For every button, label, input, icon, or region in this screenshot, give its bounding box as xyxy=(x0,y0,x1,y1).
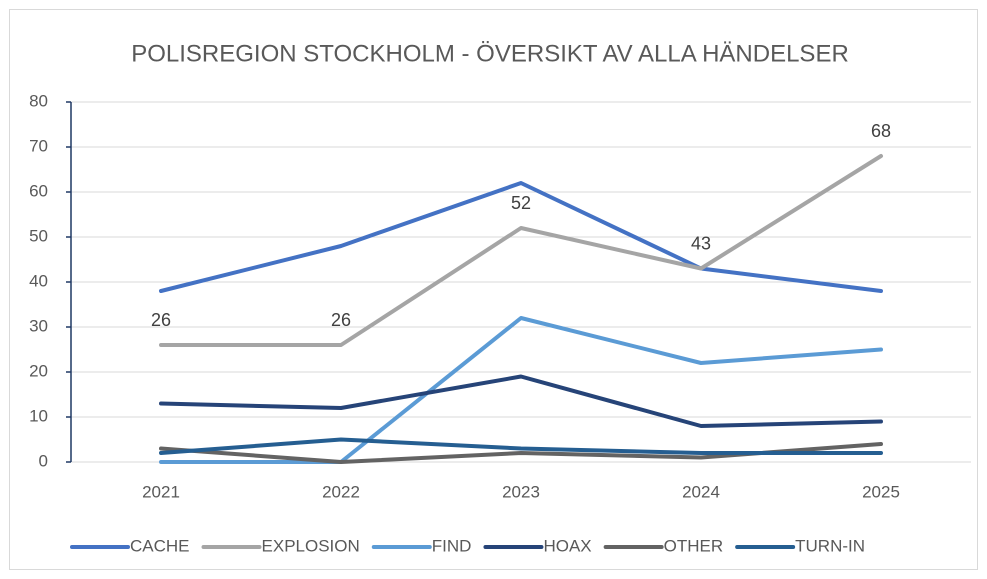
y-tick-label: 50 xyxy=(29,226,48,245)
y-tick-label: 30 xyxy=(29,316,48,335)
legend-label: OTHER xyxy=(664,536,724,555)
y-tick-label: 20 xyxy=(29,361,48,380)
x-tick-label: 2023 xyxy=(502,482,540,501)
legend-label: CACHE xyxy=(130,536,190,555)
data-label: 43 xyxy=(691,233,711,253)
y-tick-label: 40 xyxy=(29,271,48,290)
y-tick-label: 0 xyxy=(39,451,48,470)
data-label: 26 xyxy=(151,310,171,330)
legend-label: FIND xyxy=(432,536,472,555)
x-tick-label: 2024 xyxy=(682,482,720,501)
y-tick-label: 10 xyxy=(29,406,48,425)
x-tick-label: 2021 xyxy=(142,482,180,501)
y-tick-label: 60 xyxy=(29,181,48,200)
data-label: 52 xyxy=(511,193,531,213)
legend-label: HOAX xyxy=(543,536,591,555)
legend-label: EXPLOSION xyxy=(262,536,360,555)
line-series xyxy=(159,181,883,293)
chart-title: POLISREGION STOCKHOLM - ÖVERSIKT AV ALLA… xyxy=(131,40,849,67)
data-label: 26 xyxy=(331,310,351,330)
line-series xyxy=(159,316,883,464)
data-label: 68 xyxy=(871,121,891,141)
line-series xyxy=(159,437,883,455)
legend-label: TURN-IN xyxy=(795,536,865,555)
x-tick-label: 2022 xyxy=(322,482,360,501)
line-series xyxy=(159,154,883,347)
y-tick-label: 80 xyxy=(29,91,48,110)
y-tick-label: 70 xyxy=(29,136,48,155)
line-series xyxy=(159,374,883,428)
x-tick-label: 2025 xyxy=(862,482,900,501)
